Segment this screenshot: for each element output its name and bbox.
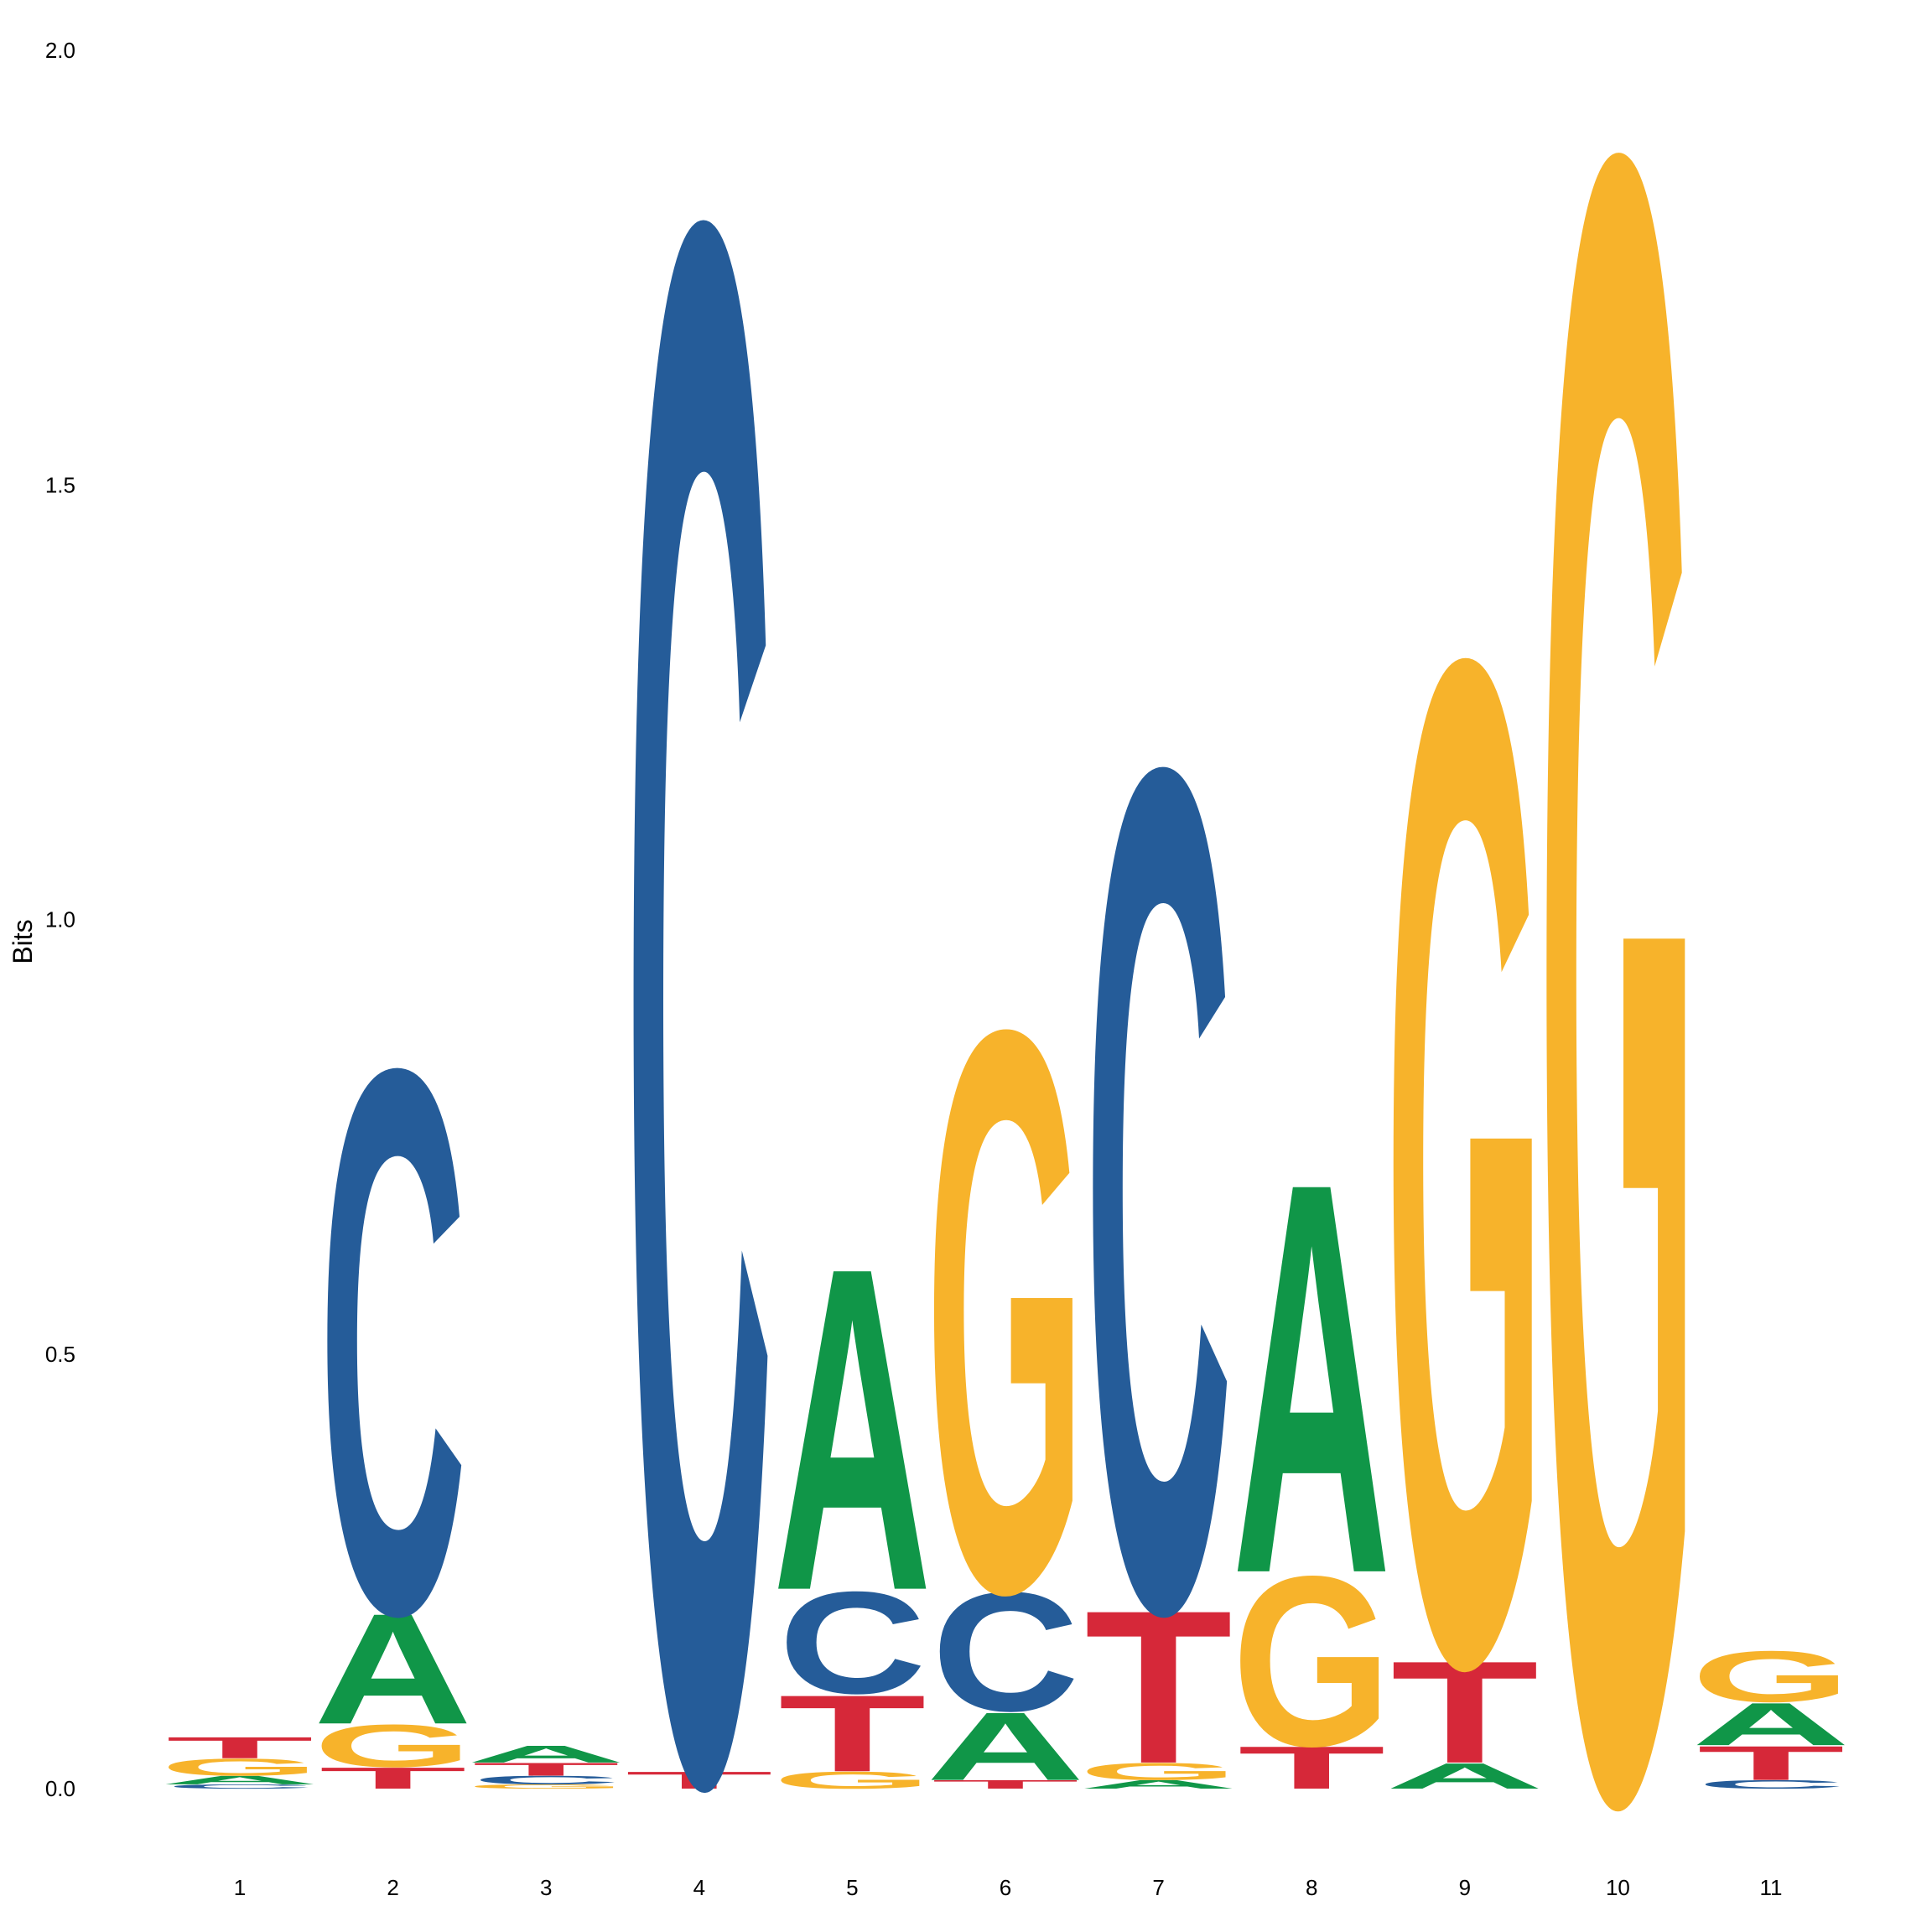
letter-T: T bbox=[778, 1673, 926, 1795]
letter-G: G bbox=[772, 1767, 932, 1794]
stack-position-10: G bbox=[1538, 0, 1697, 1932]
x-tick-label: 11 bbox=[1760, 1875, 1783, 1900]
y-tick-label: 1.0 bbox=[45, 907, 75, 932]
letter-A: A bbox=[1691, 1690, 1851, 1758]
letter-G: G bbox=[1691, 1636, 1851, 1717]
x-tick-label: 2 bbox=[387, 1875, 398, 1900]
x-axis: 1 2 3 4 5 6 7 8 9 10 11 bbox=[234, 1875, 1783, 1900]
y-axis-label: Bits bbox=[8, 919, 38, 963]
letter-C: C bbox=[472, 1774, 621, 1787]
letter-A: A bbox=[314, 1581, 473, 1758]
letter-G: G bbox=[1079, 1758, 1239, 1784]
stack-position-8: TGA bbox=[1232, 1067, 1391, 1802]
letter-C: C bbox=[932, 1556, 1080, 1747]
letter-C: C bbox=[778, 1561, 927, 1724]
letter-C: C bbox=[626, 0, 774, 1932]
x-tick-label: 8 bbox=[1306, 1875, 1317, 1900]
letter-G: G bbox=[1232, 1525, 1391, 1797]
letter-G: G bbox=[314, 1712, 473, 1780]
letter-T: T bbox=[319, 1761, 466, 1794]
letter-T: T bbox=[1084, 1566, 1232, 1810]
letter-T: T bbox=[932, 1778, 1079, 1791]
letter-A: A bbox=[1385, 1756, 1545, 1796]
x-tick-label: 5 bbox=[846, 1875, 858, 1900]
x-tick-label: 3 bbox=[540, 1875, 552, 1900]
y-tick-label: 0.5 bbox=[45, 1342, 75, 1367]
letter-G: G bbox=[466, 1783, 626, 1789]
letter-A: A bbox=[466, 1741, 626, 1768]
letter-T: T bbox=[1697, 1737, 1845, 1791]
x-tick-label: 9 bbox=[1459, 1875, 1471, 1900]
letter-G: G bbox=[1538, 0, 1697, 1932]
letter-G: G bbox=[926, 864, 1085, 1758]
y-axis: 0.0 0.5 1.0 1.5 2.0 bbox=[45, 38, 75, 1801]
stack-position-4: TC bbox=[626, 0, 774, 1932]
letter-C: C bbox=[1697, 1778, 1846, 1791]
stack-position-9: ATG bbox=[1385, 361, 1545, 1932]
letter-G: G bbox=[160, 1753, 319, 1780]
x-tick-label: 4 bbox=[693, 1875, 705, 1900]
letter-A: A bbox=[1232, 1067, 1391, 1690]
letter-G: G bbox=[1385, 361, 1545, 1932]
letter-T: T bbox=[1238, 1734, 1385, 1802]
letter-T: T bbox=[472, 1759, 620, 1779]
letter-A: A bbox=[773, 1172, 932, 1687]
letter-T: T bbox=[166, 1731, 314, 1764]
y-tick-label: 1.5 bbox=[45, 472, 75, 497]
letter-C: C bbox=[166, 1783, 314, 1789]
letter-A: A bbox=[160, 1774, 319, 1787]
x-tick-label: 1 bbox=[234, 1875, 246, 1900]
letter-T: T bbox=[1391, 1631, 1539, 1794]
letter-A: A bbox=[1079, 1778, 1239, 1791]
letter-T: T bbox=[626, 1767, 773, 1794]
y-tick-label: 0.0 bbox=[45, 1776, 75, 1801]
x-tick-label: 7 bbox=[1152, 1875, 1164, 1900]
letter-A: A bbox=[926, 1692, 1085, 1801]
x-tick-label: 6 bbox=[1000, 1875, 1011, 1900]
letter-C: C bbox=[1084, 517, 1233, 1861]
letter-C: C bbox=[319, 907, 467, 1775]
y-tick-label: 2.0 bbox=[45, 38, 75, 63]
x-tick-label: 10 bbox=[1606, 1875, 1630, 1900]
